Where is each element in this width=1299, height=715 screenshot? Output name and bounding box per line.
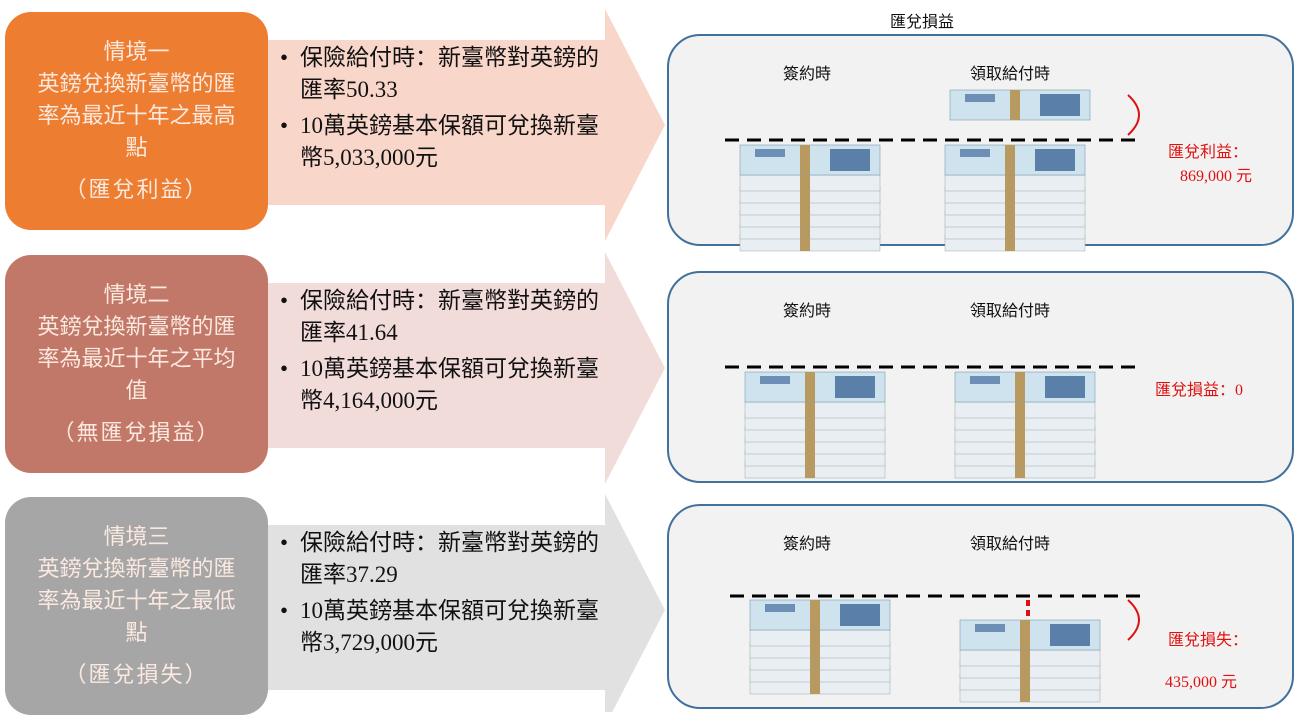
outcome-text: 匯兌損益：0: [1155, 382, 1244, 399]
money-top-print: [840, 604, 880, 626]
money-band: [1020, 674, 1030, 690]
money-top-print: [975, 624, 1005, 632]
money-top-print: [755, 149, 785, 157]
scenario-name: 情境三: [103, 524, 170, 549]
money-band: [810, 666, 820, 682]
money-band: [805, 402, 815, 418]
money-band: [1005, 187, 1015, 203]
scenario-box: 情境二英鎊兌換新臺幣的匯率為最近十年之平均值 （無匯兌損益）: [5, 255, 268, 473]
money-band: [810, 642, 820, 658]
money-band: [810, 630, 820, 646]
column-label: 領取給付時: [970, 66, 1051, 83]
column-label: 領取給付時: [970, 536, 1051, 553]
scenario-result: （匯兌利益）: [64, 177, 209, 202]
money-top-print: [1045, 376, 1085, 398]
outcome-text: 869,000 元: [1180, 168, 1253, 185]
money-band: [800, 223, 810, 239]
money-band: [800, 145, 810, 175]
bullet-list: 保險給付時：新臺幣對英鎊的匯率50.3310萬英鎊基本保額可兌換新臺幣5,033…: [280, 42, 620, 178]
money-band: [1005, 145, 1015, 175]
outcome-text: 匯兌利益：: [1168, 144, 1249, 161]
column-label: 簽約時: [783, 66, 832, 83]
money-band: [800, 235, 810, 251]
money-band: [1015, 450, 1025, 466]
money-band: [805, 372, 815, 402]
money-band: [805, 450, 815, 466]
money-band: [1015, 402, 1025, 418]
scenario-name: 情境二: [103, 282, 170, 307]
money-top-print: [1035, 149, 1075, 171]
bullet-item: 保險給付時：新臺幣對英鎊的匯率41.64: [280, 285, 620, 349]
money-band: [805, 426, 815, 442]
money-band: [805, 414, 815, 430]
bullet-item: 保險給付時：新臺幣對英鎊的匯率50.33: [280, 42, 620, 106]
money-top-print: [760, 376, 790, 384]
money-top-print: [1050, 624, 1090, 646]
money-band: [1005, 211, 1015, 227]
bullet-item: 10萬英鎊基本保額可兌換新臺幣4,164,000元: [280, 353, 620, 417]
diagram-title: 匯兌損益: [890, 14, 955, 31]
money-band: [1020, 620, 1030, 650]
money-band: [1005, 223, 1015, 239]
money-top-print: [1040, 94, 1080, 116]
money-top-print: [830, 149, 870, 171]
money-band: [1015, 414, 1025, 430]
money-band: [805, 462, 815, 478]
money-band: [1020, 686, 1030, 702]
money-top-print: [765, 604, 795, 612]
scenario-name: 情境一: [103, 39, 170, 64]
column-label: 簽約時: [783, 536, 832, 553]
outcome-text: 匯兌損失：: [1168, 632, 1249, 649]
money-top-print: [835, 376, 875, 398]
scenario-description: 英鎊兌換新臺幣的匯率為最近十年之最低點: [37, 556, 236, 645]
money-band: [1005, 199, 1015, 215]
money-top-print: [960, 149, 990, 157]
column-label: 簽約時: [783, 303, 832, 320]
bullet-list: 保險給付時：新臺幣對英鎊的匯率41.6410萬英鎊基本保額可兌換新臺幣4,164…: [280, 285, 620, 421]
money-band: [1020, 662, 1030, 678]
scenario-description: 英鎊兌換新臺幣的匯率為最近十年之最高點: [37, 71, 236, 160]
scenario-result: （無匯兌損益）: [52, 420, 221, 445]
money-top-print: [965, 94, 995, 102]
bullet-item: 10萬英鎊基本保額可兌換新臺幣3,729,000元: [280, 595, 620, 659]
money-band: [1015, 438, 1025, 454]
money-band: [800, 175, 810, 191]
money-band: [800, 211, 810, 227]
money-band: [1015, 426, 1025, 442]
outcome-text: 435,000 元: [1165, 674, 1238, 691]
bullet-item: 10萬英鎊基本保額可兌換新臺幣5,033,000元: [280, 110, 620, 174]
money-band: [810, 678, 820, 694]
bracket: [1127, 599, 1140, 641]
scenario-result: （匯兌損失）: [64, 662, 209, 687]
bullet-list: 保險給付時：新臺幣對英鎊的匯率37.2910萬英鎊基本保額可兌換新臺幣3,729…: [280, 527, 620, 663]
money-band: [1005, 175, 1015, 191]
bullet-item: 保險給付時：新臺幣對英鎊的匯率37.29: [280, 527, 620, 591]
bracket: [1127, 94, 1140, 136]
money-band: [1015, 462, 1025, 478]
money-band: [800, 199, 810, 215]
money-band: [800, 187, 810, 203]
scenario-box: 情境一英鎊兌換新臺幣的匯率為最近十年之最高點 （匯兌利益）: [5, 12, 268, 230]
money-band: [810, 600, 820, 630]
money-band: [1005, 235, 1015, 251]
scenario-box: 情境三英鎊兌換新臺幣的匯率為最近十年之最低點 （匯兌損失）: [5, 497, 268, 715]
money-band: [805, 438, 815, 454]
money-band: [810, 654, 820, 670]
scenario-description: 英鎊兌換新臺幣的匯率為最近十年之平均值: [37, 314, 236, 403]
money-top-print: [970, 376, 1000, 384]
column-label: 領取給付時: [970, 303, 1051, 320]
money-band: [1015, 372, 1025, 402]
money-band: [1020, 650, 1030, 666]
money-band: [1010, 90, 1020, 120]
